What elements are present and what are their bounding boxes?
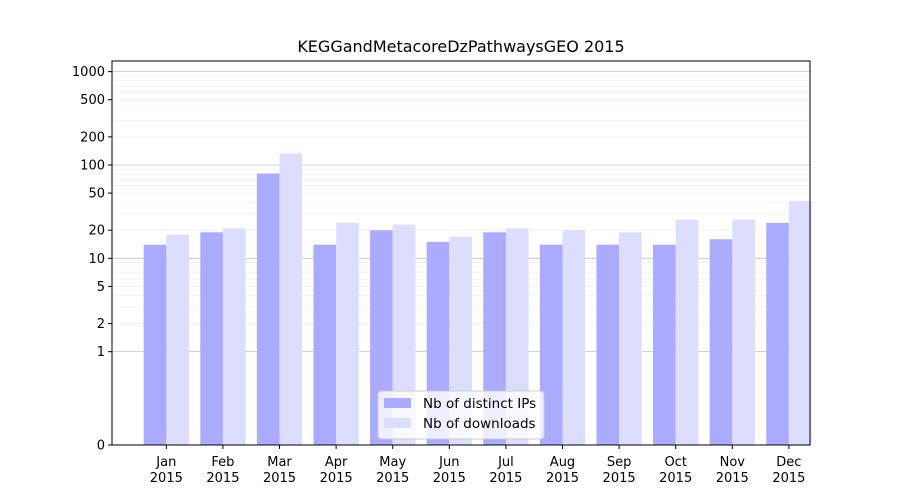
bar-distinct-ips [653,244,676,445]
bar-distinct-ips [766,222,789,445]
legend-label: Nb of downloads [423,416,536,432]
x-tick-label-year: 2015 [659,471,692,486]
legend-label: Nb of distinct IPs [423,396,536,412]
bar-downloads [166,234,189,445]
y-tick-label: 0 [97,439,105,454]
y-tick-label: 1 [97,345,105,360]
y-tick-label: 500 [80,93,105,108]
bar-downloads [675,219,699,445]
bar-downloads [732,219,755,445]
bar-downloads [788,201,812,445]
x-tick-label-month: Aug [550,455,575,470]
y-axis: 0 1 2 5 10 20 50 100 200 500 1000 [72,65,112,454]
bar-distinct-ips [313,244,337,445]
x-tick-label-year: 2015 [206,471,239,486]
x-tick-label-year: 2015 [603,471,636,486]
x-tick-label-year: 2015 [546,471,579,486]
y-tick-label: 200 [80,130,105,145]
x-tick-label-year: 2015 [489,471,522,486]
bars [143,153,812,446]
bar-distinct-ips [596,244,620,445]
bar-downloads [336,222,359,445]
bar-downloads [619,232,642,445]
x-tick-label-month: Oct [664,455,686,470]
x-tick-label-month: Feb [211,455,234,470]
y-tick-label: 20 [88,224,105,239]
bar-distinct-ips [709,239,733,445]
x-tick-label-month: Mar [267,455,292,470]
y-tick-label: 10 [88,252,105,267]
x-tick-label-month: Nov [720,455,746,470]
legend-box [377,390,545,440]
x-tick-label-year: 2015 [772,471,805,486]
legend: Nb of distinct IPs Nb of downloads [377,390,545,440]
bar-distinct-ips [143,244,167,445]
bar-downloads [222,228,246,445]
bar-distinct-ips [200,232,223,445]
x-tick-label-month: Jan [155,455,176,470]
x-tick-label-year: 2015 [263,471,296,486]
x-tick-label-month: Apr [325,455,348,470]
y-tick-label: 50 [88,187,105,202]
x-tick-label-month: Sep [607,455,632,470]
x-tick-label-month: May [379,455,406,470]
y-tick-label: 100 [80,158,105,173]
bar-downloads [562,230,586,445]
y-tick-label: 2 [97,317,105,332]
x-tick-label-month: Dec [776,455,801,470]
chart-title: KEGGandMetacoreDzPathwaysGEO 2015 [297,37,624,56]
x-tick-label-year: 2015 [433,471,466,486]
bar-downloads [279,153,303,445]
x-tick-label-year: 2015 [150,471,183,486]
bar-distinct-ips [256,173,280,446]
x-tick-label-year: 2015 [716,471,749,486]
x-tick-label-year: 2015 [376,471,409,486]
legend-swatch [384,418,411,428]
x-axis: Jan2015Feb2015Mar2015Apr2015May2015Jun20… [150,445,805,486]
bar-downloads [392,224,416,445]
x-tick-label-month: Jul [497,455,514,470]
bar-distinct-ips [539,244,563,445]
x-tick-label-year: 2015 [320,471,353,486]
plot-frame [111,60,811,446]
x-tick-label-month: Jun [438,455,459,470]
legend-swatch [384,398,411,408]
y-tick-label: 1000 [72,65,105,80]
y-tick-label: 5 [97,280,105,295]
